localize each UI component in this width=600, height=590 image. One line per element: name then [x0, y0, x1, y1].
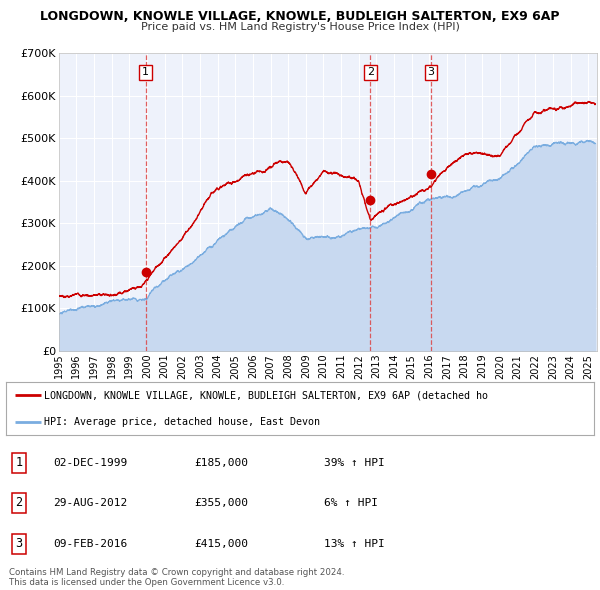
Text: 13% ↑ HPI: 13% ↑ HPI	[323, 539, 384, 549]
Text: 1: 1	[16, 456, 22, 469]
Text: 3: 3	[428, 67, 434, 77]
Text: 02-DEC-1999: 02-DEC-1999	[53, 458, 127, 468]
Text: 1: 1	[142, 67, 149, 77]
Text: Price paid vs. HM Land Registry's House Price Index (HPI): Price paid vs. HM Land Registry's House …	[140, 22, 460, 32]
Text: £415,000: £415,000	[194, 539, 248, 549]
Text: 39% ↑ HPI: 39% ↑ HPI	[323, 458, 384, 468]
Text: Contains HM Land Registry data © Crown copyright and database right 2024.
This d: Contains HM Land Registry data © Crown c…	[9, 568, 344, 587]
Text: 3: 3	[16, 537, 22, 550]
Text: 09-FEB-2016: 09-FEB-2016	[53, 539, 127, 549]
Text: 2: 2	[16, 496, 22, 509]
Text: LONGDOWN, KNOWLE VILLAGE, KNOWLE, BUDLEIGH SALTERTON, EX9 6AP: LONGDOWN, KNOWLE VILLAGE, KNOWLE, BUDLEI…	[40, 10, 560, 23]
Text: 2: 2	[367, 67, 374, 77]
Text: 29-AUG-2012: 29-AUG-2012	[53, 498, 127, 507]
Text: HPI: Average price, detached house, East Devon: HPI: Average price, detached house, East…	[44, 417, 320, 427]
Text: £185,000: £185,000	[194, 458, 248, 468]
Text: £355,000: £355,000	[194, 498, 248, 507]
Text: 6% ↑ HPI: 6% ↑ HPI	[323, 498, 377, 507]
Text: LONGDOWN, KNOWLE VILLAGE, KNOWLE, BUDLEIGH SALTERTON, EX9 6AP (detached ho: LONGDOWN, KNOWLE VILLAGE, KNOWLE, BUDLEI…	[44, 391, 488, 401]
